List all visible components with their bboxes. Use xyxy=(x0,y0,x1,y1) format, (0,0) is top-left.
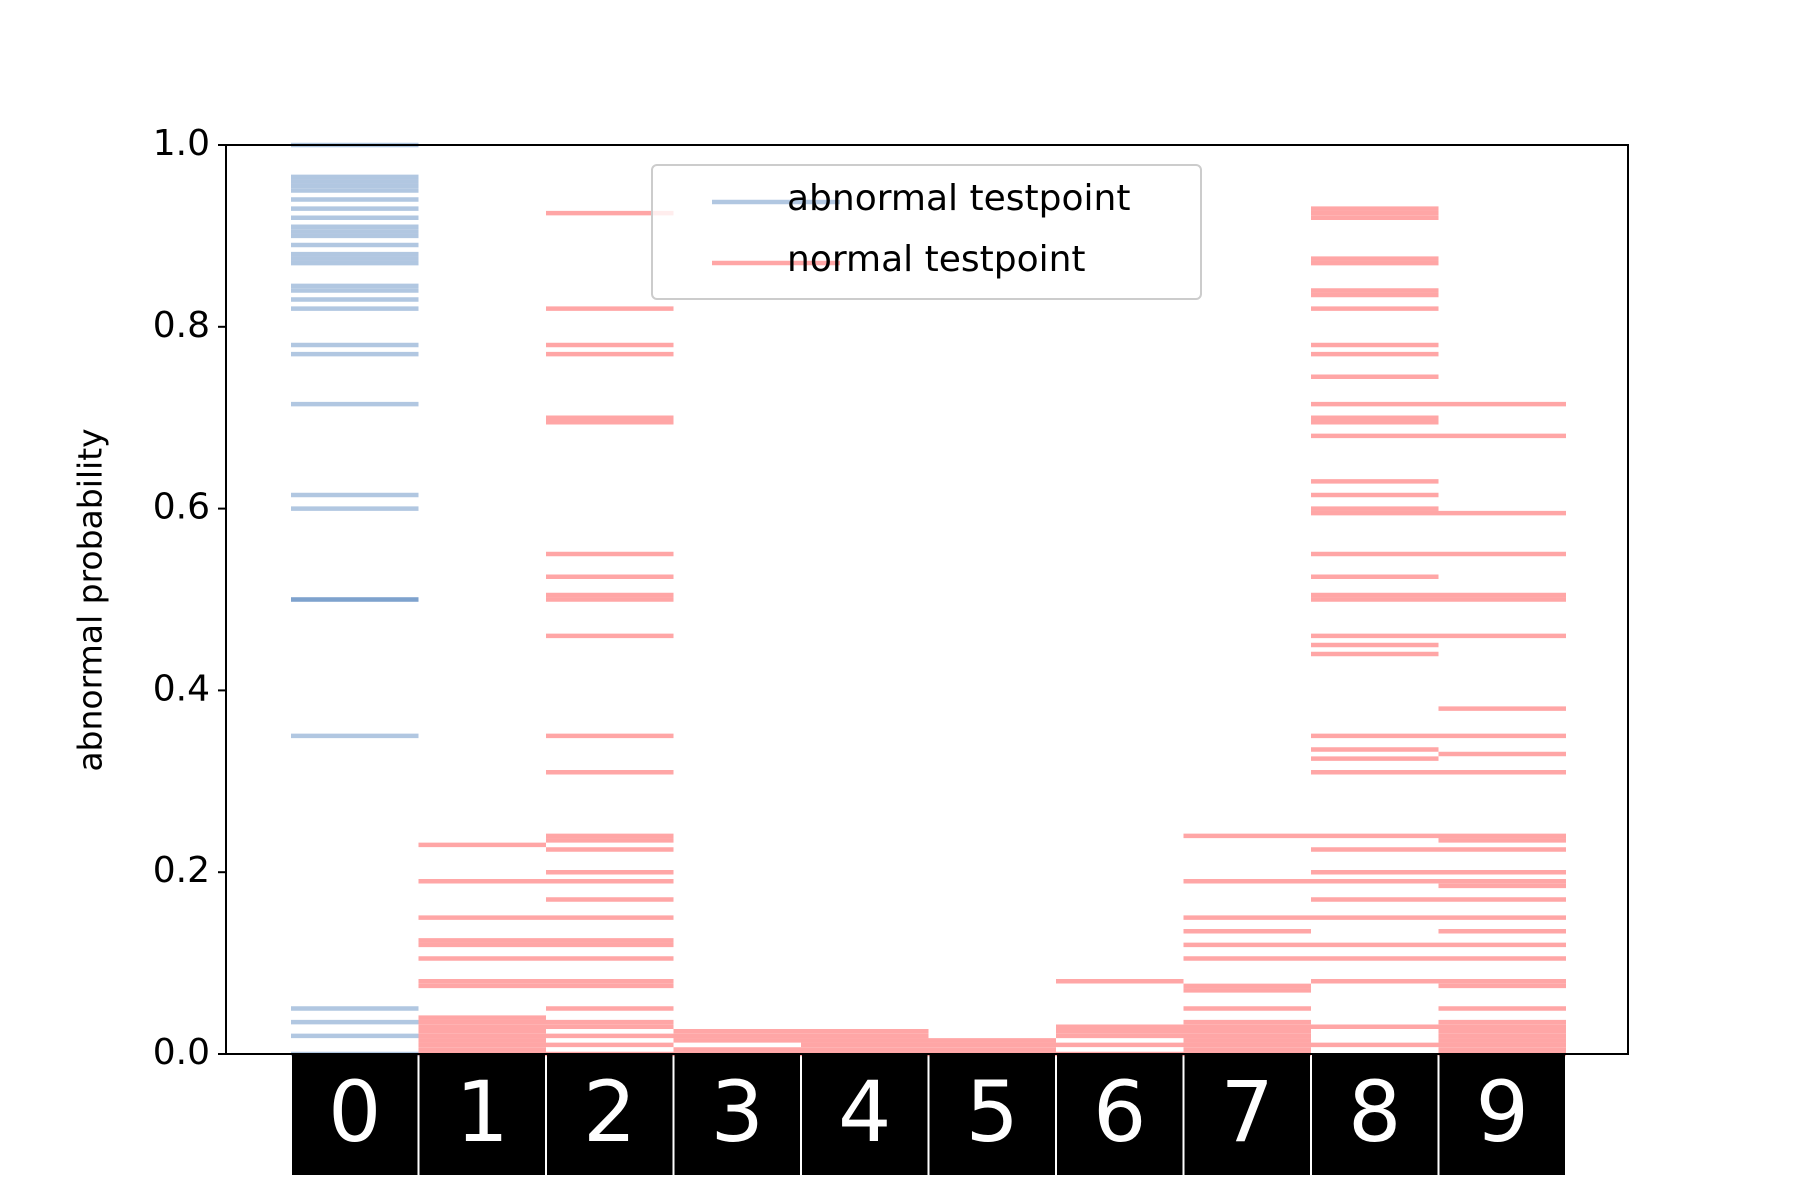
y-tick-label: 0.4 xyxy=(153,668,210,709)
x-tick-label: 5 xyxy=(966,1063,1019,1161)
y-tick-label: 0.8 xyxy=(153,305,210,346)
x-tick-label: 2 xyxy=(583,1063,636,1161)
legend-box xyxy=(651,164,1202,300)
y-tick-label: 0.0 xyxy=(153,1032,210,1073)
x-tick-label: 9 xyxy=(1476,1063,1529,1161)
category-tile xyxy=(1439,1054,1565,1175)
x-tick-label: 3 xyxy=(711,1063,764,1161)
legend-label: abnormal testpoint xyxy=(787,178,1130,219)
category-tile xyxy=(674,1054,800,1175)
x-tick-label: 8 xyxy=(1348,1063,1401,1161)
y-axis-label: abnormal probability xyxy=(71,428,110,771)
category-tile xyxy=(1184,1054,1310,1175)
category-tile xyxy=(929,1054,1055,1175)
category-tile xyxy=(419,1054,545,1175)
legend-label: normal testpoint xyxy=(787,239,1086,280)
category-tile xyxy=(1057,1054,1183,1175)
category-tile xyxy=(802,1054,928,1175)
category-tile xyxy=(547,1054,673,1175)
plot-frame xyxy=(225,144,1629,1055)
y-tick-label: 1.0 xyxy=(153,123,210,164)
y-tick-label: 0.2 xyxy=(153,850,210,891)
x-tick-label: 4 xyxy=(838,1063,891,1161)
category-tile xyxy=(1312,1054,1438,1175)
x-tick-label: 0 xyxy=(328,1063,381,1161)
x-tick-label: 7 xyxy=(1221,1063,1274,1161)
category-tile xyxy=(292,1054,418,1175)
x-tick-label: 6 xyxy=(1093,1063,1146,1161)
x-tick-label: 1 xyxy=(456,1063,509,1161)
y-tick-label: 0.6 xyxy=(153,487,210,528)
